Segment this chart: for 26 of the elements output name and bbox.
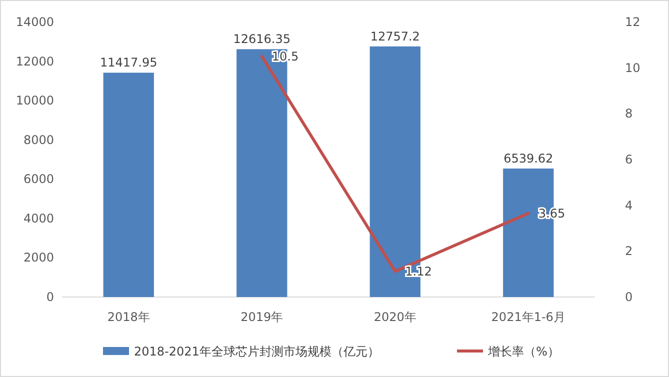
y2-tick-label: 0 (625, 290, 633, 304)
y2-tick-label: 4 (625, 198, 633, 212)
y-tick-label: 14000 (16, 15, 54, 29)
x-tick-label: 2018年 (107, 310, 150, 324)
y-tick-label: 10000 (16, 94, 54, 108)
y-tick-label: 12000 (16, 54, 54, 68)
bar (103, 72, 154, 297)
data-label: 12616.35 (233, 32, 291, 46)
x-tick-label: 2020年 (374, 310, 416, 324)
legend-label: 2018-2021年全球芯片封测市场规模（亿元） (134, 344, 380, 358)
y2-tick-label: 10 (625, 60, 640, 75)
y2-tick-label: 2 (625, 244, 633, 258)
y2-tick-label: 8 (625, 106, 633, 121)
x-tick-label: 2019年 (240, 310, 284, 324)
data-label: 11417.95 (100, 56, 158, 70)
y-tick-label: 8000 (23, 132, 54, 147)
y2-tick-label: 6 (625, 152, 633, 166)
x-tick-label: 2021年1-6月 (491, 310, 566, 324)
data-label: 6539.62 (504, 152, 554, 166)
legend-label: 增长率（%） (487, 344, 560, 358)
y2-tick-label: 12 (625, 15, 640, 29)
y-tick-label: 2000 (23, 250, 54, 265)
data-label: 12757.2 (370, 29, 420, 44)
y-tick-label: 4000 (23, 211, 54, 226)
y-tick-label: 6000 (23, 172, 54, 186)
y-tick-label: 0 (46, 290, 54, 304)
